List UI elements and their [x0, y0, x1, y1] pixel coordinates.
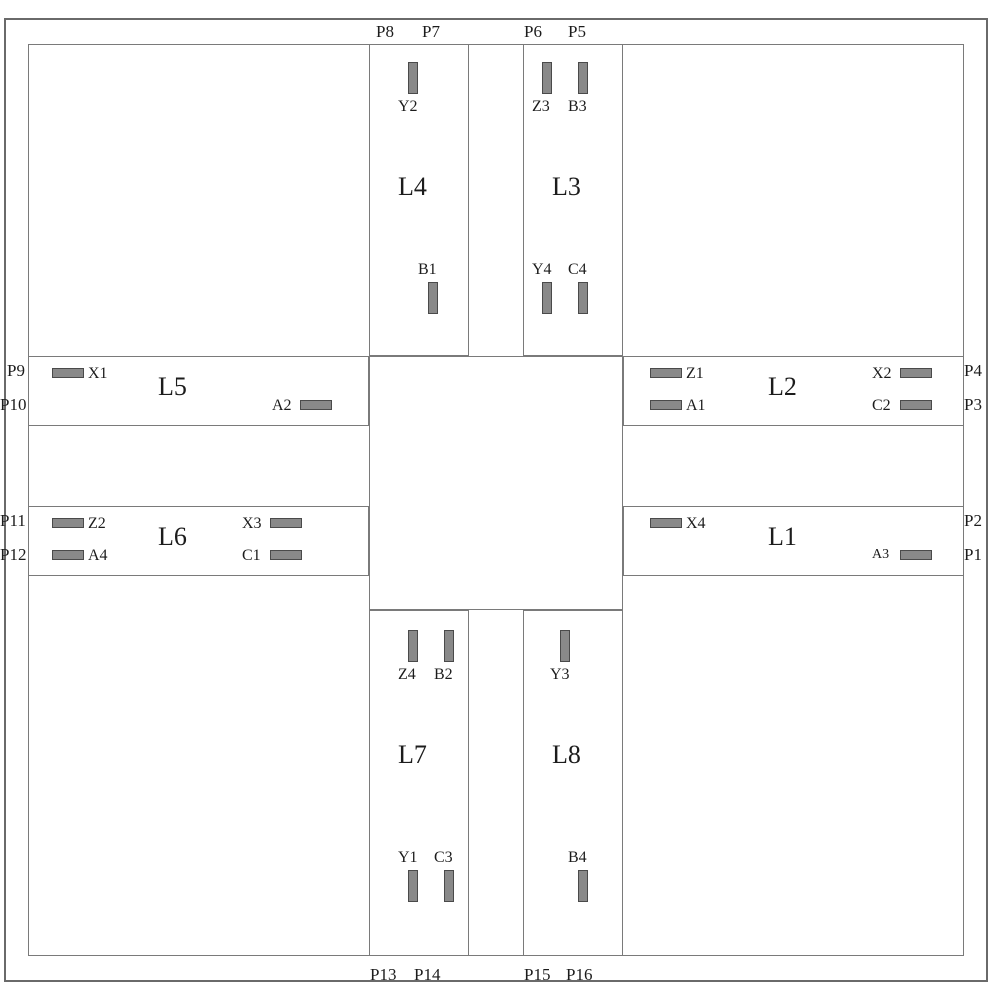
element-Y1	[408, 870, 418, 902]
element-Y2	[408, 62, 418, 94]
element-label-A1: A1	[686, 398, 706, 414]
element-label-B2: B2	[434, 667, 453, 683]
port-label-P16: P16	[566, 966, 592, 983]
element-label-Z1: Z1	[686, 366, 704, 382]
lane-L6	[28, 506, 369, 576]
region-label-L8: L8	[552, 742, 581, 768]
element-B4	[578, 870, 588, 902]
element-label-C3: C3	[434, 850, 453, 866]
port-label-P4: P4	[964, 362, 982, 379]
element-label-A3: A3	[872, 548, 889, 562]
element-A3	[900, 550, 932, 560]
element-Y4	[542, 282, 552, 314]
element-A1	[650, 400, 682, 410]
diagram-stage: L4 L3 L7 L8 L5 L2 L6 L1 P8 P7 P6 P5 P13 P14 P15 P16 P9 P1…	[0, 0, 992, 1000]
port-label-P15: P15	[524, 966, 550, 983]
element-label-B3: B3	[568, 99, 587, 115]
port-label-P9: P9	[7, 362, 25, 379]
element-Z2	[52, 518, 84, 528]
port-label-P7: P7	[422, 23, 440, 40]
element-label-Z4: Z4	[398, 667, 416, 683]
element-Z4	[408, 630, 418, 662]
element-C4	[578, 282, 588, 314]
region-label-L5: L5	[158, 374, 187, 400]
element-label-B4: B4	[568, 850, 587, 866]
lane-L8	[523, 610, 623, 956]
element-A2	[300, 400, 332, 410]
element-label-Y4: Y4	[532, 262, 552, 278]
element-label-Z2: Z2	[88, 516, 106, 532]
port-label-P8: P8	[376, 23, 394, 40]
element-X2	[900, 368, 932, 378]
center-square	[369, 356, 623, 610]
element-B1	[428, 282, 438, 314]
port-label-P1: P1	[964, 546, 982, 563]
region-label-L7: L7	[398, 742, 427, 768]
port-label-P13: P13	[370, 966, 396, 983]
element-label-Y2: Y2	[398, 99, 418, 115]
port-label-P6: P6	[524, 23, 542, 40]
element-C1	[270, 550, 302, 560]
element-label-Y3: Y3	[550, 667, 570, 683]
element-label-X3: X3	[242, 516, 262, 532]
element-A4	[52, 550, 84, 560]
port-label-P10: P10	[0, 396, 26, 413]
lane-L5	[28, 356, 369, 426]
element-label-C2: C2	[872, 398, 891, 414]
region-label-L1: L1	[768, 524, 797, 550]
element-X1	[52, 368, 84, 378]
port-label-P5: P5	[568, 23, 586, 40]
element-C3	[444, 870, 454, 902]
element-label-A4: A4	[88, 548, 108, 564]
port-label-P12: P12	[0, 546, 26, 563]
element-label-X4: X4	[686, 516, 706, 532]
region-label-L3: L3	[552, 174, 581, 200]
port-label-P14: P14	[414, 966, 440, 983]
element-Z1	[650, 368, 682, 378]
element-label-C4: C4	[568, 262, 587, 278]
element-C2	[900, 400, 932, 410]
element-label-Y1: Y1	[398, 850, 418, 866]
port-label-P2: P2	[964, 512, 982, 529]
region-label-L2: L2	[768, 374, 797, 400]
lane-L7	[369, 610, 469, 956]
element-Y3	[560, 630, 570, 662]
element-B2	[444, 630, 454, 662]
element-X4	[650, 518, 682, 528]
region-label-L6: L6	[158, 524, 187, 550]
element-label-A2: A2	[272, 398, 292, 414]
element-B3	[578, 62, 588, 94]
element-Z3	[542, 62, 552, 94]
element-label-C1: C1	[242, 548, 261, 564]
element-label-X1: X1	[88, 366, 108, 382]
port-label-P3: P3	[964, 396, 982, 413]
element-X3	[270, 518, 302, 528]
element-label-B1: B1	[418, 262, 437, 278]
element-label-Z3: Z3	[532, 99, 550, 115]
port-label-P11: P11	[0, 512, 26, 529]
region-label-L4: L4	[398, 174, 427, 200]
element-label-X2: X2	[872, 366, 892, 382]
